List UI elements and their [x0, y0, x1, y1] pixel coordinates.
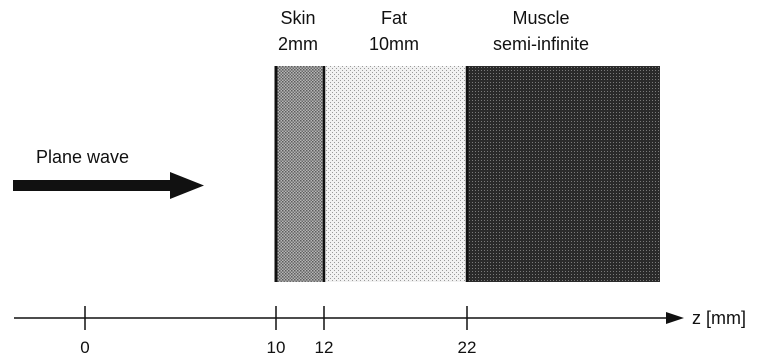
tick-label-0: 0 [80, 338, 89, 356]
skin-layer [276, 66, 324, 282]
skin-thickness-label: 2mm [278, 34, 318, 54]
fat-thickness-label: 10mm [369, 34, 419, 54]
z-axis-label: z [mm] [692, 308, 746, 328]
tick-label-12: 12 [315, 338, 334, 356]
muscle-name-label: Muscle [512, 8, 569, 28]
plane-wave-arrow-head [170, 172, 204, 199]
tick-label-22: 22 [458, 338, 477, 356]
z-axis-arrowhead [666, 312, 684, 324]
fat-name-label: Fat [381, 8, 407, 28]
skin-name-label: Skin [280, 8, 315, 28]
muscle-layer [467, 66, 660, 282]
fat-layer [324, 66, 467, 282]
muscle-thickness-label: semi-infinite [493, 34, 589, 54]
plane-wave-arrow-shaft [13, 180, 173, 191]
plane-wave-label: Plane wave [36, 147, 129, 167]
tick-label-10: 10 [267, 338, 286, 356]
